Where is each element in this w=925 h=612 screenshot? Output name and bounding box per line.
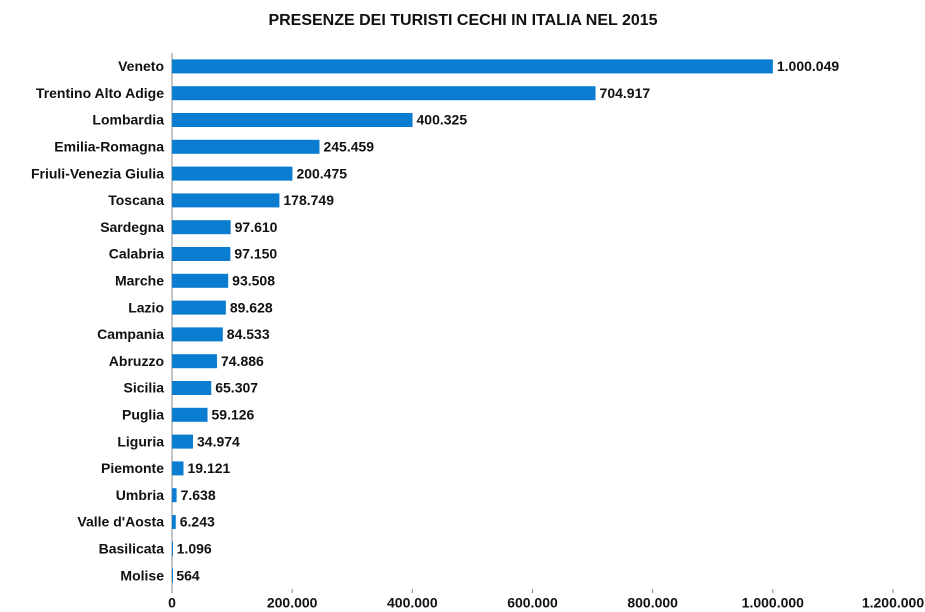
value-label: 84.533: [227, 326, 270, 342]
bar: [172, 407, 208, 422]
y-tick-label: Valle d'Aosta: [77, 514, 164, 530]
y-tick-label: Veneto: [118, 58, 164, 74]
value-label: 34.974: [197, 433, 240, 449]
value-label: 97.610: [235, 219, 278, 235]
bar: [172, 166, 293, 181]
value-label: 200.475: [296, 165, 347, 181]
value-label: 59.126: [212, 407, 255, 423]
value-label: 7.638: [181, 487, 216, 503]
bar: [172, 139, 320, 154]
y-tick-label: Liguria: [117, 433, 164, 449]
x-tick-label: 400.000: [387, 595, 438, 611]
y-tick-label: Toscana: [108, 192, 164, 208]
value-label: 178.749: [283, 192, 334, 208]
x-tick-label: 1.000.000: [742, 595, 804, 611]
bar: [172, 434, 194, 449]
y-tick-label: Abruzzo: [109, 353, 164, 369]
y-tick-label: Friuli-Venezia Giulia: [31, 165, 164, 181]
value-label: 6.243: [180, 514, 215, 530]
y-tick-label: Piemonte: [101, 460, 164, 476]
bar: [172, 515, 176, 529]
y-tick-label: Lombardia: [92, 112, 164, 128]
bar: [172, 220, 231, 235]
x-tick-label: 200.000: [267, 595, 318, 611]
bar: [172, 381, 212, 395]
bar: [172, 461, 184, 476]
value-label: 74.886: [221, 353, 264, 369]
bar: [172, 354, 217, 369]
y-tick-label: Puglia: [122, 407, 164, 423]
y-tick-label: Sardegna: [100, 219, 164, 235]
value-label: 704.917: [600, 85, 651, 101]
bar: [172, 327, 223, 342]
value-label: 19.121: [187, 460, 230, 476]
y-tick-label: Molise: [120, 567, 164, 583]
y-tick-label: Campania: [97, 326, 164, 342]
x-tick-label: 1.200.000: [862, 595, 924, 611]
x-tick-label: 600.000: [507, 595, 558, 611]
value-label: 245.459: [323, 139, 374, 155]
bar: [172, 541, 173, 556]
y-tick-label: Marche: [115, 273, 164, 289]
bar: [172, 86, 596, 101]
y-tick-label: Umbria: [116, 487, 164, 503]
bar: [172, 113, 413, 127]
bar: [172, 193, 280, 208]
x-tick-label: 800.000: [627, 595, 678, 611]
x-tick-label: 0: [168, 595, 176, 611]
bar: [172, 59, 773, 74]
y-tick-label: Sicilia: [124, 380, 165, 396]
value-label: 400.325: [417, 112, 468, 128]
bar: [172, 273, 229, 288]
bar: [172, 488, 177, 503]
y-tick-label: Trentino Alto Adige: [36, 85, 164, 101]
value-label: 93.508: [232, 273, 275, 289]
value-label: 564: [176, 567, 200, 583]
value-label: 1.096: [177, 541, 212, 557]
bar: [172, 247, 231, 261]
value-label: 65.307: [215, 380, 258, 396]
y-tick-label: Basilicata: [99, 541, 165, 557]
chart-title: PRESENZE DEI TURISTI CECHI IN ITALIA NEL…: [268, 12, 657, 29]
value-label: 89.628: [230, 299, 273, 315]
y-tick-label: Lazio: [128, 299, 164, 315]
y-tick-label: Calabria: [109, 246, 164, 262]
bar: [172, 300, 226, 315]
y-tick-label: Emilia-Romagna: [54, 139, 164, 155]
value-label: 1.000.049: [777, 58, 839, 74]
value-label: 97.150: [234, 246, 277, 262]
bar: [172, 568, 173, 583]
